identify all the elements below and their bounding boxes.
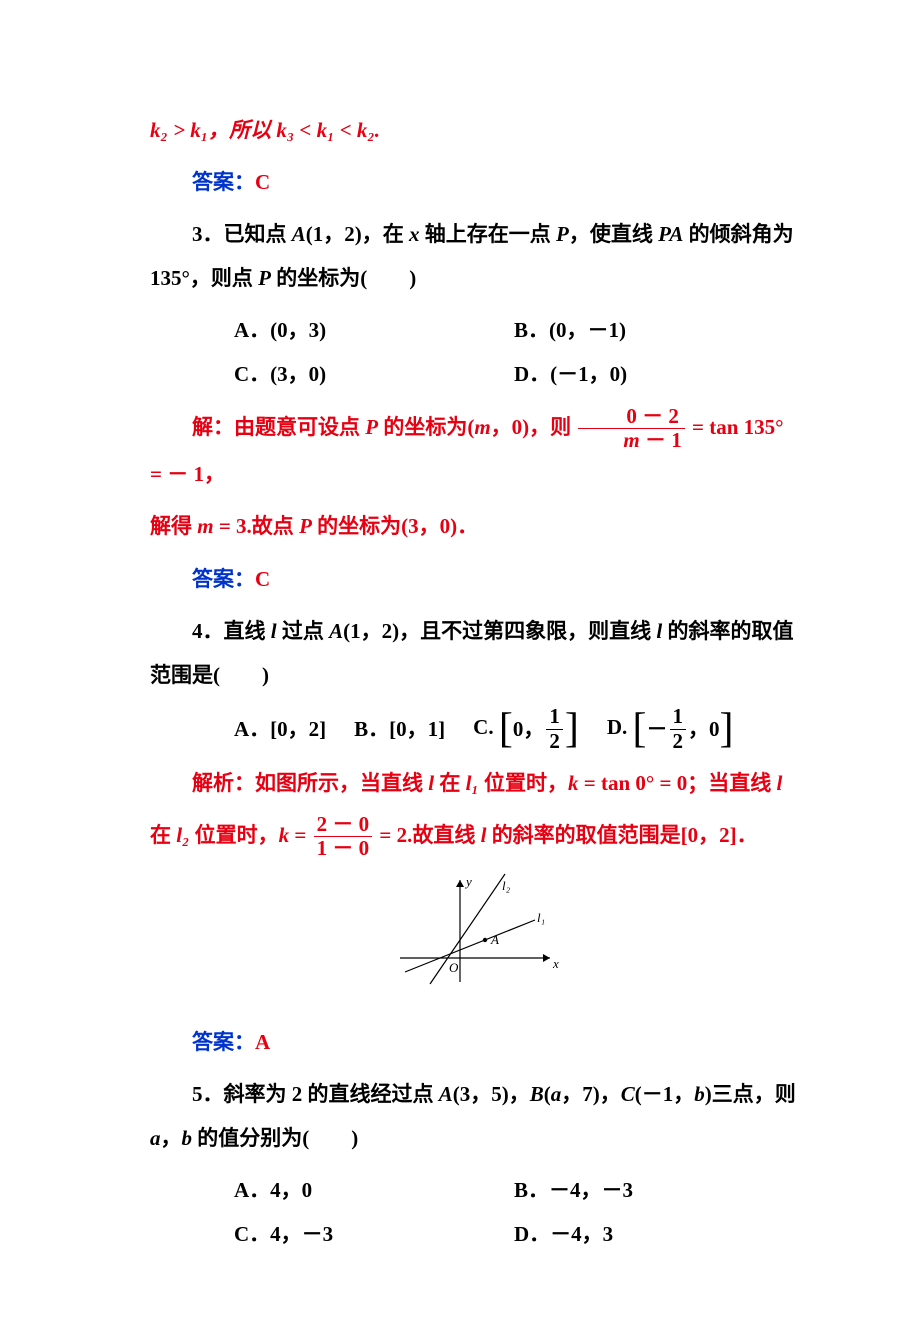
carryover-text: k₂ > k₁，所以 k₃ < k₁ < k₂. xyxy=(150,118,380,142)
q4-optA: A．[0，2] xyxy=(234,707,326,751)
answer-label: 答案： xyxy=(192,567,255,591)
q4-solution-l1: 解析：如图所示，当直线 l 在 l₁ 位置时，k = tan 0° = 0；当直… xyxy=(150,761,800,805)
q5-optD: D．－4，3 xyxy=(514,1212,613,1256)
q5-optA: A．4，0 xyxy=(234,1168,514,1212)
q4-diagram: y x O A l₁ l₂ xyxy=(150,872,800,1007)
q4-options: A．[0，2] B．[0，1] C. [0，12] D. [－12，0] xyxy=(150,705,800,753)
q3-stem: 3．已知点 A(1，2)，在 x 轴上存在一点 P，使直线 PA 的倾斜角为 1… xyxy=(150,212,800,300)
coordinate-diagram-icon: y x O A l₁ l₂ xyxy=(385,872,565,992)
q3-options: A．(0，3) B．(0，－1) C．(3，0) D．(－1，0) xyxy=(150,308,800,396)
q5-optB: B．－4，－3 xyxy=(514,1168,633,1212)
svg-text:A: A xyxy=(490,932,499,947)
answer-label: 答案： xyxy=(192,1030,255,1054)
answer-value: A xyxy=(255,1030,270,1054)
answer-label: 答案： xyxy=(192,170,255,194)
svg-text:y: y xyxy=(464,874,472,889)
q3-solution-l2: 解得 m = 3.故点 P 的坐标为(3，0)． xyxy=(150,504,800,548)
svg-text:x: x xyxy=(552,956,559,971)
q5-optC: C．4，－3 xyxy=(234,1212,514,1256)
q4-optB: B．[0，1] xyxy=(354,707,445,751)
q3-optC: C．(3，0) xyxy=(234,352,514,396)
answer-3: 答案：C xyxy=(150,557,800,601)
q4-fraction: 2 － 0 1 － 0 xyxy=(314,813,373,860)
svg-text:O: O xyxy=(449,960,459,975)
q4-solution-l2: 在 l₂ 位置时，k = 2 － 0 1 － 0 = 2.故直线 l 的斜率的取… xyxy=(150,813,800,861)
carryover-line: k₂ > k₁，所以 k₃ < k₁ < k₂. xyxy=(150,108,800,152)
answer-2: 答案：C xyxy=(150,160,800,204)
svg-text:l₂: l₂ xyxy=(502,878,511,893)
q5-options: A．4，0 B．－4，－3 C．4，－3 D．－4，3 xyxy=(150,1168,800,1256)
q3-fraction: 0 － 2 m － 1 xyxy=(578,405,684,452)
q4-stem: 4．直线 l 过点 A(1，2)，且不过第四象限，则直线 l 的斜率的取值范围是… xyxy=(150,609,800,697)
q5-stem: 5．斜率为 2 的直线经过点 A(3，5)，B(a，7)，C(－1，b)三点，则… xyxy=(150,1072,800,1160)
q3-optB: B．(0，－1) xyxy=(514,308,626,352)
answer-4: 答案：A xyxy=(150,1020,800,1064)
q4-optD: D. [－12，0] xyxy=(607,705,734,753)
q3-optD: D．(－1，0) xyxy=(514,352,627,396)
answer-value: C xyxy=(255,567,270,591)
svg-text:l₁: l₁ xyxy=(537,910,545,925)
q4-optC: C. [0，12] xyxy=(473,705,579,753)
q3-optA: A．(0，3) xyxy=(234,308,514,352)
q3-solution-l1: 解：由题意可设点 P 的坐标为(m，0)，则 0 － 2 m － 1 = tan… xyxy=(150,405,800,497)
answer-value: C xyxy=(255,170,270,194)
